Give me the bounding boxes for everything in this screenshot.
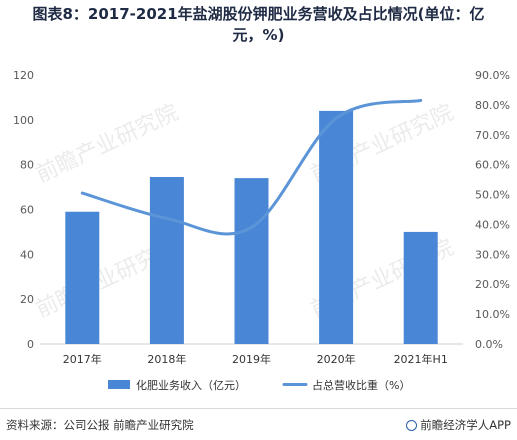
legend-bar-swatch [108,380,130,389]
brand-name: 前瞻经济学人APP [420,418,511,432]
series-line [80,98,423,236]
legend-line-label: 占总营收比重（%） [312,378,410,392]
y-right-tick-label: 40.0% [475,218,510,231]
watermark-0: 前瞻产业研究院 [32,100,182,188]
bar [234,178,269,344]
y-left-tick-label: 40 [20,248,34,261]
y-right-tick-label: 0.0% [475,338,503,351]
bar [319,110,354,344]
y-right-tick-label: 10.0% [475,308,510,321]
x-tick-label: 2021年H1 [394,352,448,366]
y-right-tick-label: 60.0% [475,159,510,172]
y-right-tick-label: 20.0% [475,278,510,291]
y-right-tick-label: 70.0% [475,129,510,142]
brand: 前瞻经济学人APP [406,417,511,433]
chart-title-line-1: 图表8：2017-2021年盐湖股份钾肥业务营收及占比情况(单位：亿 [32,5,485,23]
x-tick-label: 2017年 [63,352,102,366]
bar [403,231,438,344]
y-left-tick-label: 120 [13,69,34,82]
chart-title: 图表8：2017-2021年盐湖股份钾肥业务营收及占比情况(单位：亿 元，%) [0,4,517,46]
y-left-tick-label: 60 [20,204,34,217]
y-left-tick-label: 80 [20,159,34,172]
chart-title-line-2: 元，%) [232,26,285,44]
legend-bar-label: 化肥业务收入（亿元） [136,378,246,392]
y-right-tick-label: 50.0% [475,189,510,202]
y-left-tick-label: 100 [13,114,34,127]
y-left-tick-label: 20 [20,293,34,306]
y-left-tick-label: 0 [27,338,34,351]
source-note: 资料来源：公司公报 前瞻产业研究院 [6,418,194,432]
footer: 资料来源：公司公报 前瞻产业研究院 前瞻经济学人APP [0,408,517,440]
x-tick-label: 2018年 [147,352,186,366]
bar [65,211,100,344]
x-tick-label: 2019年 [232,352,271,366]
bar [149,176,184,344]
x-tick-label: 2020年 [317,352,356,366]
y-right-tick-label: 90.0% [475,69,510,82]
y-right-tick-label: 30.0% [475,248,510,261]
brand-logo-icon [406,420,418,431]
y-right-tick-label: 80.0% [475,99,510,112]
